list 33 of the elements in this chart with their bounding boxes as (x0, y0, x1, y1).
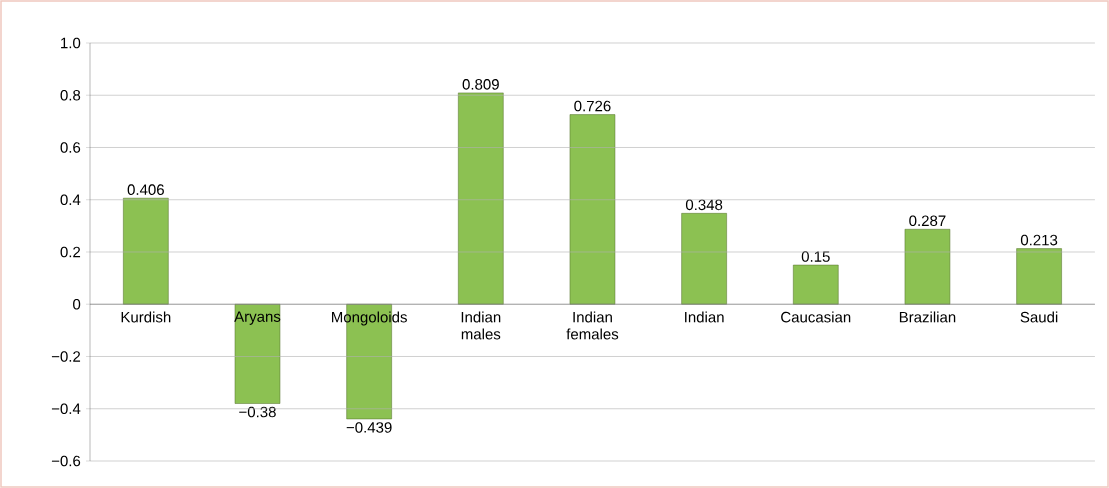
data-label: 0.406 (127, 184, 164, 195)
y-tick-label: 0.2 (60, 246, 81, 258)
y-tick-label: −0.2 (51, 351, 81, 362)
y-tick-label: 1.0 (61, 37, 81, 49)
x-tick-label: Kurdish (121, 311, 171, 323)
x-tick-label: Indian males (461, 311, 501, 340)
x-tick-label: Indian (685, 311, 724, 323)
y-tick-label: 0 (73, 298, 81, 310)
y-tick-label: 0.6 (60, 142, 81, 153)
y-tick-label: 0.4 (60, 194, 81, 206)
x-tick-label: Saudi (1020, 311, 1058, 323)
data-label: −0.38 (239, 406, 276, 418)
data-label: 0.213 (1020, 234, 1058, 246)
bar (1016, 248, 1062, 305)
bar (904, 229, 951, 305)
bar (458, 92, 504, 305)
data-label: 0.287 (909, 215, 946, 227)
bar (569, 114, 616, 305)
bar (123, 197, 169, 305)
data-label: 0.15 (801, 251, 830, 262)
y-tick-label: 0.8 (60, 89, 81, 101)
data-label: 0.726 (574, 100, 611, 112)
data-label: 0.348 (685, 199, 723, 211)
x-tick-label: Caucasian (781, 311, 851, 323)
data-label: −0.439 (346, 422, 392, 433)
y-tick-label: −0.4 (51, 403, 81, 415)
bar (793, 264, 839, 305)
x-tick-label: Indian females (566, 311, 619, 340)
bar (234, 304, 281, 404)
y-tick-label: −0.6 (51, 455, 81, 467)
bar (681, 213, 727, 305)
x-tick-label: Brazilian (899, 311, 956, 323)
data-label: 0.809 (462, 79, 499, 90)
